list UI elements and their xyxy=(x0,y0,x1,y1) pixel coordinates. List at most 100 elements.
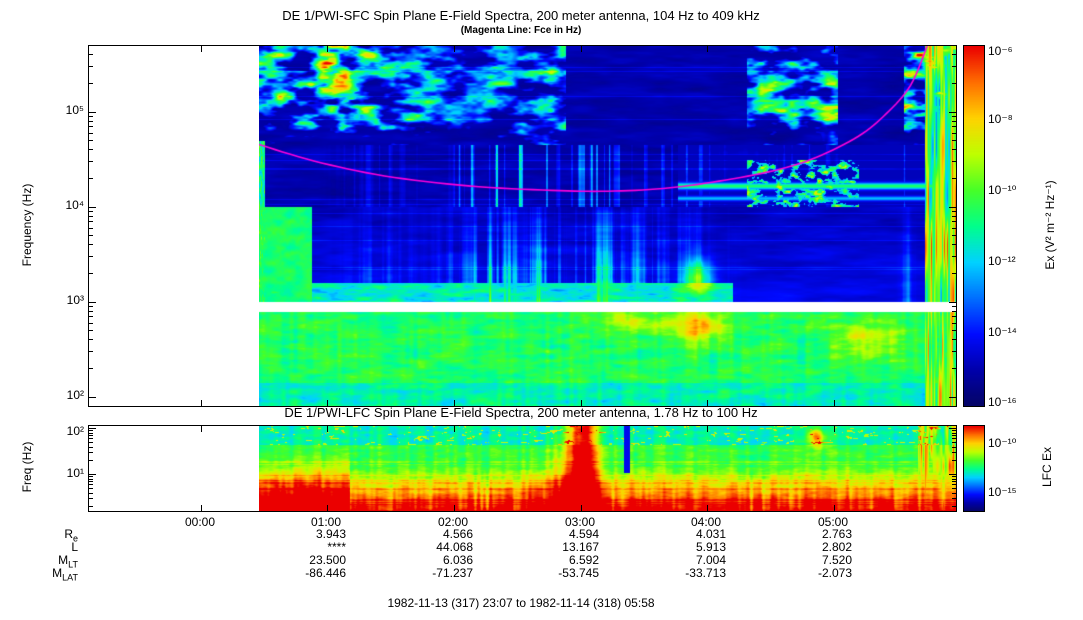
axis-tick xyxy=(89,306,93,307)
axis-tick xyxy=(952,83,956,84)
xtick-0500: 05:00 xyxy=(817,515,849,529)
ephemeris-value: 5.913 xyxy=(695,540,726,554)
axis-tick xyxy=(89,493,93,494)
axis-tick xyxy=(952,311,956,312)
axis-tick xyxy=(201,426,202,432)
lfc-colorbar-label: LFC Ex xyxy=(1040,446,1054,488)
axis-tick xyxy=(89,116,93,117)
ephemeris-value: -71.237 xyxy=(432,566,473,580)
axis-tick xyxy=(952,330,956,331)
axis-tick xyxy=(89,488,93,489)
axis-tick xyxy=(952,178,956,179)
axis-tick xyxy=(201,505,202,511)
axis-tick xyxy=(89,273,93,274)
axis-tick xyxy=(89,133,93,134)
axis-tick xyxy=(89,112,96,113)
axis-tick xyxy=(201,46,202,52)
sfc-subtitle: (Magenta Line: Fce in Hz) xyxy=(460,25,582,36)
axis-tick xyxy=(89,216,93,217)
axis-tick xyxy=(89,161,93,162)
ephemeris-value: 6.036 xyxy=(442,553,473,567)
axis-tick xyxy=(949,397,956,398)
axis-tick xyxy=(89,452,93,453)
axis-tick xyxy=(89,126,93,127)
axis-tick xyxy=(949,207,956,208)
axis-tick xyxy=(89,447,93,448)
axis-tick xyxy=(89,221,93,222)
axis-tick xyxy=(834,505,835,511)
axis-tick xyxy=(581,46,582,52)
axis-tick xyxy=(454,46,455,52)
axis-tick xyxy=(89,460,93,461)
axis-tick xyxy=(707,426,708,432)
axis-tick xyxy=(89,235,93,236)
axis-tick xyxy=(581,400,582,406)
axis-tick xyxy=(89,83,93,84)
xtick-0100: 01:00 xyxy=(310,515,342,529)
sfc-ytick-1e4: 10⁴ xyxy=(65,198,84,212)
axis-tick xyxy=(707,46,708,52)
axis-tick xyxy=(952,121,956,122)
axis-tick xyxy=(327,505,328,511)
ephemeris-label-subscript: e xyxy=(72,533,78,544)
sfc-panel xyxy=(88,45,957,407)
axis-tick xyxy=(89,207,96,208)
axis-tick xyxy=(327,400,328,406)
axis-tick xyxy=(454,426,455,432)
xtick-0400: 04:00 xyxy=(690,515,722,529)
lfc-colorbar xyxy=(963,425,985,512)
axis-tick xyxy=(952,430,956,431)
axis-tick xyxy=(581,426,582,432)
axis-tick xyxy=(952,460,956,461)
axis-tick xyxy=(89,149,93,150)
axis-tick xyxy=(949,428,956,429)
axis-tick xyxy=(89,474,96,475)
sfc-colorbar-label: Ex (V² m⁻² Hz⁻¹) xyxy=(1043,180,1057,270)
ephemeris-value: 13.167 xyxy=(562,540,599,554)
lfc-ytick-1e2: 10² xyxy=(66,424,84,438)
lfc-title: DE 1/PWI-LFC Spin Plane E-Field Spectra,… xyxy=(284,405,758,420)
axis-tick xyxy=(581,505,582,511)
axis-tick xyxy=(89,498,93,499)
axis-tick xyxy=(952,433,956,434)
axis-tick xyxy=(952,211,956,212)
axis-tick xyxy=(952,481,956,482)
lfc-cbar-tick-1: 10⁻¹⁵ xyxy=(988,485,1017,499)
axis-tick xyxy=(952,256,956,257)
sfc-y-axis-label: Frequency (Hz) xyxy=(20,183,34,267)
axis-tick xyxy=(952,493,956,494)
axis-tick xyxy=(952,306,956,307)
axis-tick xyxy=(89,506,93,507)
sfc-colorbar xyxy=(963,45,985,407)
axis-tick xyxy=(952,54,956,55)
axis-tick xyxy=(952,140,956,141)
axis-tick xyxy=(952,506,956,507)
ephemeris-label-text: M xyxy=(58,553,69,567)
axis-tick xyxy=(89,484,93,485)
axis-tick xyxy=(707,400,708,406)
axis-tick xyxy=(952,438,956,439)
ephemeris-label-re: Re xyxy=(28,527,78,543)
axis-tick xyxy=(952,126,956,127)
ephemeris-value: **** xyxy=(327,540,346,554)
axis-tick xyxy=(89,351,93,352)
axis-tick xyxy=(89,311,93,312)
xtick-0300: 03:00 xyxy=(564,515,596,529)
ephemeris-value: -33.713 xyxy=(685,566,726,580)
ephemeris-value: 6.592 xyxy=(568,553,599,567)
lfc-spectrogram-canvas xyxy=(259,426,956,511)
axis-tick xyxy=(952,149,956,150)
sfc-cbar-tick-1: 10⁻⁸ xyxy=(988,112,1013,126)
ephemeris-label-l: L xyxy=(28,540,78,556)
axis-tick xyxy=(952,133,956,134)
ephemeris-value: 4.031 xyxy=(695,527,726,541)
axis-tick xyxy=(89,479,93,480)
sfc-cbar-tick-3: 10⁻¹² xyxy=(988,254,1016,268)
axis-tick xyxy=(89,481,93,482)
sfc-cbar-tick-5: 10⁻¹⁶ xyxy=(988,395,1017,409)
axis-tick xyxy=(327,426,328,432)
axis-tick xyxy=(89,435,93,436)
ephemeris-value: -86.446 xyxy=(305,566,346,580)
axis-tick xyxy=(952,435,956,436)
axis-tick xyxy=(952,244,956,245)
